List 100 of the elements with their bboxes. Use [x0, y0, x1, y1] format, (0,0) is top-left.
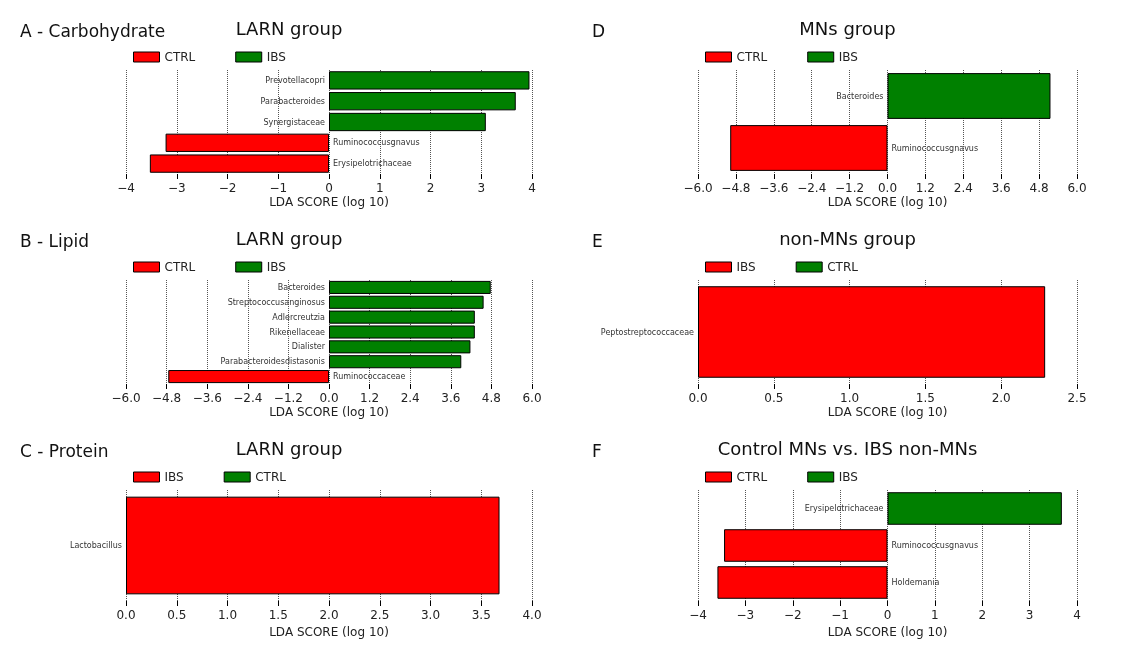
- x-tick-label: 1.0: [217, 608, 238, 622]
- text: C - Protein: [20, 440, 109, 461]
- text: D: [592, 20, 606, 41]
- chart-title: non-MNs group: [779, 227, 916, 249]
- y-tick-label: Ruminococcusgnavus: [891, 143, 979, 153]
- x-tick-label: −1: [269, 181, 288, 195]
- x-tick-label: 1.2: [360, 391, 380, 405]
- legend-label: CTRL: [164, 50, 196, 64]
- x-tick-label: 1.2: [915, 181, 935, 195]
- y-tick-label: Ruminococcusgnavus: [333, 138, 420, 148]
- y-tick-label: Parabacteroidesdistasonis: [220, 357, 325, 367]
- y-tick-label: Streptococcusanginosus: [227, 297, 325, 307]
- x-tick-label: 2.0: [319, 608, 339, 622]
- x-tick-label: 2.0: [991, 391, 1011, 405]
- y-tick-label: Adlercreutzia: [272, 312, 326, 322]
- bar: [329, 112, 486, 132]
- x-tick-label: 0.0: [688, 391, 708, 405]
- x-tick-label: 1.5: [268, 608, 288, 622]
- x-tick-label: 0.0: [319, 391, 339, 405]
- text: E: [592, 230, 603, 251]
- x-tick-label: 0.5: [764, 391, 784, 405]
- x-tick-label: 0.0: [116, 608, 136, 622]
- x-tick-label: −2: [218, 181, 237, 195]
- x-tick-label: 4: [528, 181, 536, 195]
- x-tick-label: −2.4: [797, 181, 827, 195]
- legend-label: CTRL: [255, 470, 287, 484]
- x-axis-title: LDA SCORE (log 10): [827, 405, 948, 419]
- x-axis-title: LDA SCORE (log 10): [269, 624, 389, 639]
- x-tick-label: 2: [426, 181, 435, 195]
- x-tick-label: 4: [1073, 608, 1081, 622]
- x-tick-label: 3: [477, 181, 486, 195]
- x-tick-label: −3: [736, 608, 755, 622]
- x-tick-label: −2.4: [233, 391, 263, 405]
- x-axis-title: LDA SCORE (log 10): [269, 405, 389, 419]
- y-tick-label: Erysipelotrichaceae: [333, 159, 412, 169]
- x-tick-label: −4: [117, 181, 135, 195]
- text: B - Lipid: [20, 230, 90, 251]
- x-tick-label: 2.4: [953, 181, 973, 195]
- bar: [329, 71, 530, 90]
- x-tick-label: −1.2: [273, 391, 303, 405]
- x-tick-label: −3: [167, 181, 186, 195]
- x-tick-label: −1: [831, 608, 849, 622]
- x-tick-label: 4.8: [1029, 181, 1049, 195]
- legend-label: IBS: [838, 470, 858, 484]
- x-tick-label: −4: [689, 608, 707, 622]
- x-tick-label: −3.6: [759, 181, 789, 195]
- y-tick-label: Prevotellacopri: [265, 75, 325, 85]
- chart-title: MNs group: [799, 17, 896, 39]
- y-tick-label: Ruminococcusgnavus: [891, 541, 979, 550]
- x-tick-label: 0.0: [877, 181, 898, 195]
- x-tick-label: 2.4: [400, 391, 420, 405]
- legend-label: CTRL: [736, 470, 768, 484]
- bar: [165, 133, 329, 152]
- x-tick-label: 3.5: [471, 608, 491, 622]
- chart-title: LARN group: [235, 227, 343, 249]
- bar: [329, 92, 516, 111]
- y-tick-label: Parabacteroides: [260, 96, 325, 106]
- x-tick-label: 0.5: [167, 608, 187, 622]
- chart-title: LARN group: [235, 437, 343, 459]
- x-tick-label: 1: [931, 608, 939, 622]
- x-tick-label: 3: [1025, 608, 1034, 622]
- x-tick-label: −4.8: [152, 391, 182, 405]
- text: A - Carbohydrate: [20, 20, 166, 41]
- legend-label: IBS: [266, 260, 286, 274]
- x-tick-label: 6.0: [522, 391, 542, 405]
- y-tick-label: Synergistaceae: [263, 117, 326, 127]
- x-axis-title: LDA SCORE (log 10): [269, 195, 389, 209]
- chart-title: Control MNs vs. IBS non-MNs: [717, 437, 978, 459]
- x-tick-label: 3.6: [441, 391, 461, 405]
- x-tick-label: 0: [883, 608, 892, 622]
- x-tick-label: −3.6: [192, 391, 222, 405]
- x-tick-label: −2: [783, 608, 802, 622]
- x-tick-label: 1.5: [915, 391, 935, 405]
- x-tick-label: 3.0: [420, 608, 441, 622]
- x-tick-label: −6.0: [111, 391, 141, 405]
- x-axis-title: LDA SCORE (log 10): [827, 624, 948, 639]
- x-tick-label: 6.0: [1067, 181, 1087, 195]
- legend-label: CTRL: [164, 260, 196, 274]
- y-tick-label: Erysipelotrichaceae: [804, 504, 884, 513]
- x-axis-title: LDA SCORE (log 10): [827, 195, 948, 209]
- legend-label: IBS: [838, 50, 858, 64]
- x-tick-label: 3.6: [991, 181, 1011, 195]
- x-tick-label: −6.0: [683, 181, 713, 195]
- bar: [329, 280, 491, 294]
- legend-label: CTRL: [736, 50, 768, 64]
- legend-label: CTRL: [827, 260, 859, 274]
- y-tick-label: Lactobacillus: [69, 541, 122, 550]
- y-tick-label: Holdemania: [891, 578, 940, 587]
- x-tick-label: −1.2: [835, 181, 865, 195]
- x-tick-label: −4.8: [721, 181, 751, 195]
- y-tick-label: Bacteroides: [277, 282, 325, 292]
- x-tick-label: 4.8: [481, 391, 501, 405]
- chart-title: LARN group: [235, 17, 343, 39]
- legend-label: IBS: [164, 470, 184, 484]
- text: F: [592, 440, 602, 461]
- x-tick-label: 4.0: [522, 608, 542, 622]
- legend-label: IBS: [266, 50, 286, 64]
- x-tick-label: 0: [325, 181, 333, 195]
- x-tick-label: 2: [978, 608, 987, 622]
- y-tick-label: Bacteroides: [836, 91, 884, 101]
